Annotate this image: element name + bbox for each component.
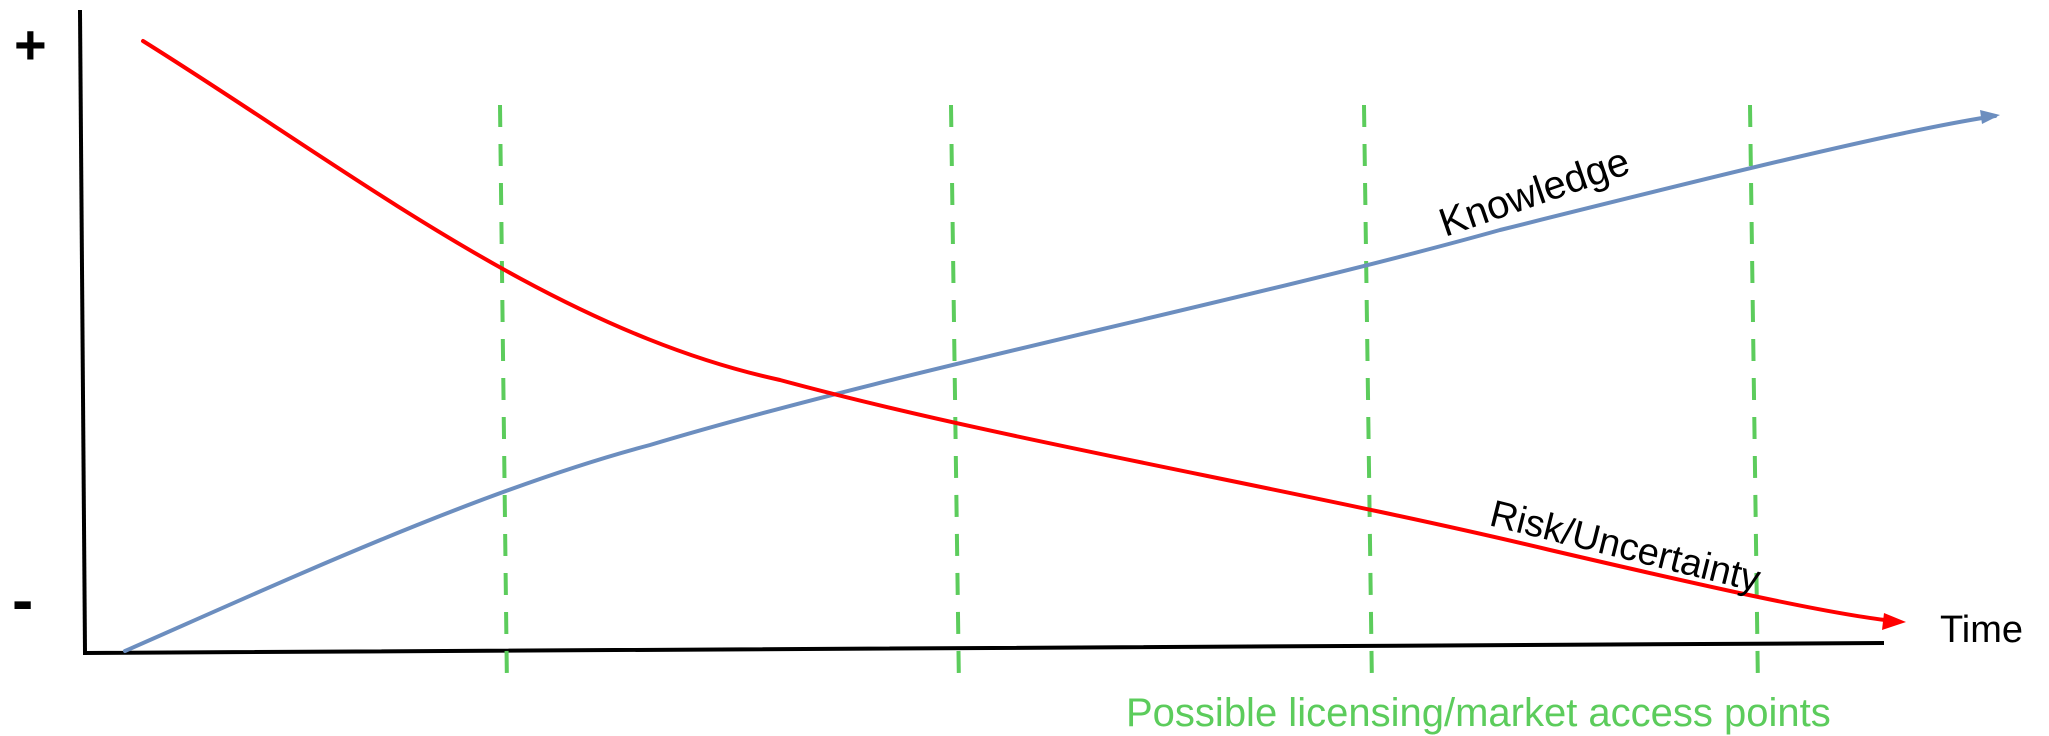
x-axis-label-time: Time	[1940, 609, 2023, 651]
access-point-line-1	[498, 104, 509, 689]
knowledge-label: Knowledge	[1434, 139, 1635, 245]
access-point-line-2	[949, 104, 961, 689]
knowledge-curve	[123, 114, 1997, 653]
access-point-line-4	[1748, 104, 1760, 689]
y-axis-plus-symbol: +	[14, 13, 47, 76]
risk-arrowhead	[1882, 613, 1906, 630]
access-points-label: Possible licensing/market access points	[1126, 691, 1831, 735]
risk-curve	[141, 39, 1887, 622]
access-point-line-3	[1362, 104, 1374, 689]
x-axis	[82, 640, 1885, 656]
knowledge-arrowhead	[1980, 110, 2000, 124]
y-axis-minus-symbol: -	[12, 564, 33, 636]
y-axis	[77, 9, 88, 656]
risk-uncertainty-label: Risk/Uncertainty	[1486, 493, 1765, 601]
